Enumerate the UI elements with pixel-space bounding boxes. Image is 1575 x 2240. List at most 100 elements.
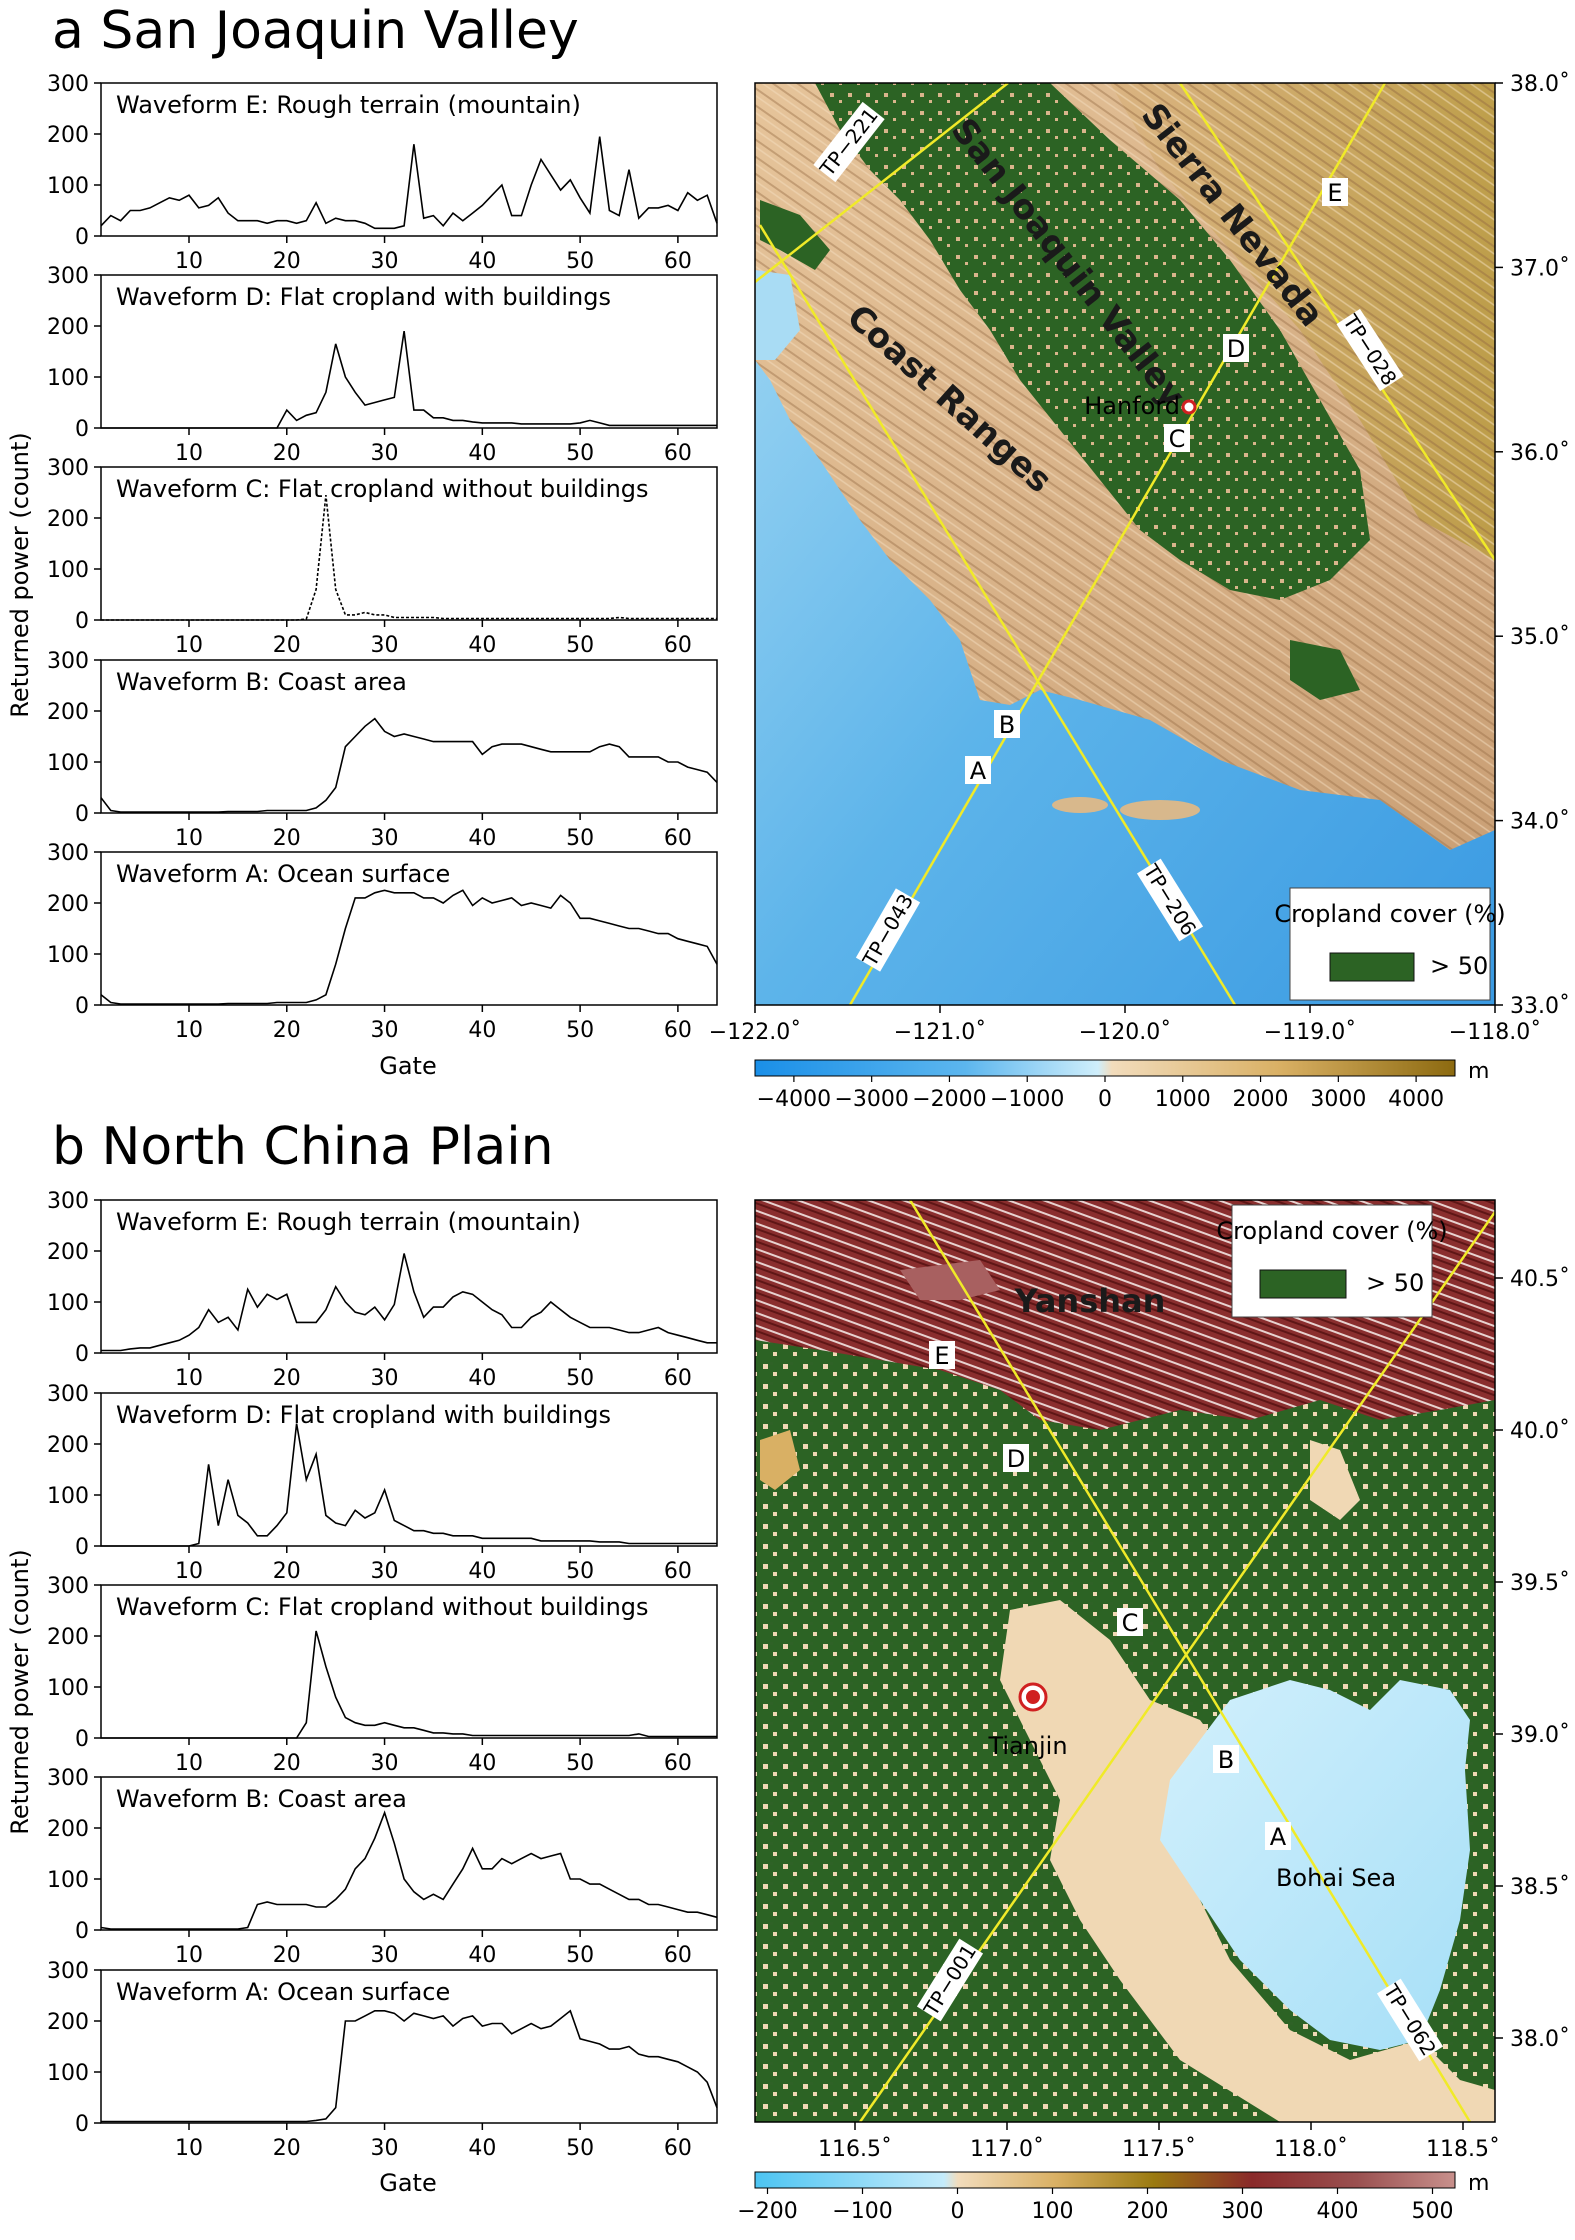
svg-text:B: B xyxy=(999,711,1015,739)
map-b-colorbar-ticks: −200 −100 0 100 200 300 400 500 xyxy=(737,2188,1454,2224)
svg-text:E: E xyxy=(1327,179,1342,207)
x-tick-label: 50 xyxy=(566,1366,594,1391)
y-tick-label: 100 xyxy=(47,943,89,968)
lat-tick-label: 33.0˚ xyxy=(1510,994,1570,1019)
lat-tick-label: 40.5˚ xyxy=(1510,1267,1570,1292)
x-tick-label: 10 xyxy=(175,1751,203,1776)
y-tick-label: 100 xyxy=(47,2061,89,2086)
colorbar-tick-label: −100 xyxy=(832,2199,892,2224)
waveform-chart-a-4: 0 100 200 300 10 20 30 40 50 60 Waveform B: Coast … xyxy=(47,649,718,851)
map-a-cropland-west xyxy=(760,200,830,270)
x-tick-label: 40 xyxy=(468,2136,496,2161)
waveform-line xyxy=(100,136,718,230)
lon-tick-label: −122.0˚ xyxy=(709,1020,801,1045)
waveform-title: Waveform A: Ocean surface xyxy=(116,860,450,888)
waveform-line xyxy=(100,717,718,813)
x-tick-label: 30 xyxy=(371,1943,399,1968)
x-tick-label: 20 xyxy=(273,1559,301,1584)
colorbar-tick-label: 0 xyxy=(951,2199,965,2224)
map-a: Sierra Nevada San Joaquin Valley Coast R… xyxy=(709,72,1570,1112)
lon-tick-label: −118.0˚ xyxy=(1449,1020,1541,1045)
panel-b-ylabel: Returned power (count) xyxy=(6,1549,34,1835)
map-a-legend-swatch xyxy=(1329,952,1415,982)
x-tick-label: 30 xyxy=(371,2136,399,2161)
chart-frame xyxy=(100,82,718,237)
y-tick-label: 100 xyxy=(47,1676,89,1701)
lat-tick-label: 38.0˚ xyxy=(1510,2027,1570,2052)
map-a-track-043 xyxy=(848,83,1387,1005)
y-tick-label: 0 xyxy=(75,225,89,250)
y-tick-label: 100 xyxy=(47,174,89,199)
x-tick-label: 20 xyxy=(273,249,301,274)
panel-b-xlabel: Gate xyxy=(379,2169,436,2197)
x-tick-label: 60 xyxy=(664,249,692,274)
lat-tick-label: 38.0˚ xyxy=(1510,72,1570,97)
waveform-chart-a-3: 0 100 200 300 10 20 30 40 50 60 Waveform C: Flat c… xyxy=(47,456,718,658)
x-tick-label: 60 xyxy=(664,1943,692,1968)
map-b-point-a: A xyxy=(1265,1822,1291,1851)
y-tick-label: 200 xyxy=(47,123,89,148)
waveform-chart-b-5: 0 100 200 300 10 20 30 40 50 60 Waveform A: Ocean … xyxy=(47,1959,718,2161)
waveform-line xyxy=(101,1423,717,1547)
map-b-legend-title: Cropland cover (%) xyxy=(1216,1217,1447,1245)
panel-b-title: b North China Plain xyxy=(52,1117,554,1177)
x-tick-label: 60 xyxy=(664,441,692,466)
y-tick-label: 200 xyxy=(47,1817,89,1842)
map-a-lon-ticks: −122.0˚ −121.0˚ −120.0˚ −119.0˚ −118.0˚ xyxy=(709,1005,1541,1045)
x-tick-label: 30 xyxy=(371,633,399,658)
x-tick-label: 60 xyxy=(664,633,692,658)
x-tick-label: 30 xyxy=(371,1559,399,1584)
x-tick-label: 40 xyxy=(468,441,496,466)
map-b-point-e: E xyxy=(929,1341,955,1370)
lon-tick-label: −119.0˚ xyxy=(1264,1020,1356,1045)
waveform-line xyxy=(100,889,718,1005)
x-tick-label: 10 xyxy=(175,1559,203,1584)
svg-text:D: D xyxy=(1227,335,1245,363)
y-tick-label: 200 xyxy=(47,1240,89,1265)
map-a-point-e: E xyxy=(1322,178,1348,207)
map-a-point-c: C xyxy=(1164,424,1190,453)
x-tick-label: 30 xyxy=(371,249,399,274)
y-tick-label: 300 xyxy=(47,456,89,481)
colorbar-tick-label: 3000 xyxy=(1310,1087,1366,1112)
y-tick-label: 100 xyxy=(47,558,89,583)
x-tick-label: 30 xyxy=(371,1751,399,1776)
colorbar-tick-label: −4000 xyxy=(757,1087,831,1112)
lon-tick-label: 117.5˚ xyxy=(1122,2137,1196,2162)
x-tick-label: 20 xyxy=(273,633,301,658)
chart-frame xyxy=(100,1969,718,2124)
y-tick-label: 300 xyxy=(47,841,89,866)
waveform-chart-b-1: 0 100 200 300 10 20 30 40 50 60 Waveform E: Rough … xyxy=(47,1189,718,1391)
x-tick-label: 20 xyxy=(273,1018,301,1043)
x-tick-label: 60 xyxy=(664,826,692,851)
svg-text:A: A xyxy=(970,757,987,785)
x-tick-label: 50 xyxy=(566,826,594,851)
map-a-point-a: A xyxy=(965,756,991,785)
map-a-track-028 xyxy=(1178,83,1495,561)
x-tick-label: 30 xyxy=(371,826,399,851)
map-b-track-062 xyxy=(908,1200,1472,2122)
colorbar-tick-label: 300 xyxy=(1222,2199,1264,2224)
x-tick-label: 30 xyxy=(371,1018,399,1043)
map-b-city-label: Tianjin xyxy=(987,1732,1067,1760)
panel-a-title: a San Joaquin Valley xyxy=(52,1,579,61)
x-tick-label: 40 xyxy=(468,1943,496,1968)
svg-text:A: A xyxy=(1270,1823,1287,1851)
x-tick-label: 50 xyxy=(566,633,594,658)
waveform-chart-a-1: 0 100 200 300 10 20 30 40 50 60 Waveform E: Rough … xyxy=(47,72,718,274)
x-tick-label: 10 xyxy=(175,249,203,274)
lat-tick-label: 38.5˚ xyxy=(1510,1875,1570,1900)
chart-frame xyxy=(100,274,718,429)
map-a-colorbar-unit: m xyxy=(1468,1059,1489,1084)
map-b: Yanshan Tianjin Bohai Sea TP−001 TP−062 … xyxy=(737,1199,1570,2224)
map-b-point-c: C xyxy=(1117,1608,1143,1637)
x-tick-label: 60 xyxy=(664,1559,692,1584)
y-tick-label: 200 xyxy=(47,507,89,532)
lat-tick-label: 39.0˚ xyxy=(1510,1723,1570,1748)
x-tick-label: 50 xyxy=(566,1559,594,1584)
waveform-chart-b-4: 0 100 200 300 10 20 30 40 50 60 Waveform B: Coast … xyxy=(47,1766,718,1968)
y-tick-label: 200 xyxy=(47,892,89,917)
colorbar-tick-label: −2000 xyxy=(912,1087,986,1112)
